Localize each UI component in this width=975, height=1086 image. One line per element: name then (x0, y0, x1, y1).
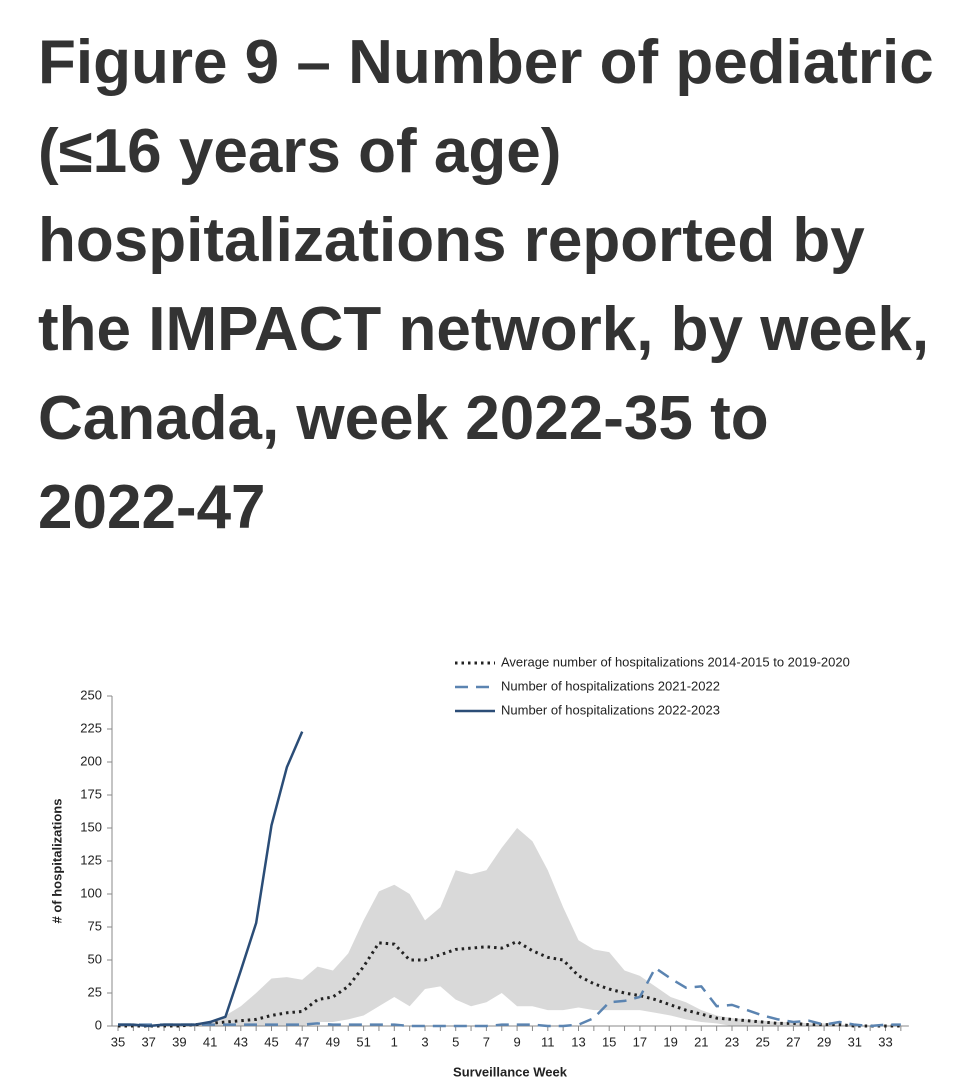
y-tick-label: 0 (95, 1017, 102, 1032)
series-line (118, 940, 901, 1028)
chart-title: Figure 9 – Number of pediatric (≤16 year… (38, 28, 934, 542)
y-tick-label: 200 (80, 753, 102, 768)
x-tick-label: 19 (663, 1034, 677, 1049)
x-tick-label: 11 (541, 1034, 555, 1049)
x-tick-label: 15 (602, 1034, 616, 1049)
y-tick-label: 50 (88, 951, 102, 966)
y-tick-label: 25 (88, 984, 102, 999)
y-tick-label: 100 (80, 885, 102, 900)
x-tick-label: 9 (513, 1034, 520, 1049)
y-tick-label: 175 (80, 786, 102, 801)
y-tick-label: 250 (80, 687, 102, 702)
x-tick-label: 17 (633, 1034, 647, 1049)
legend-label: Number of hospitalizations 2022-2023 (501, 702, 720, 717)
legend-label: Number of hospitalizations 2021-2022 (501, 678, 720, 693)
x-tick-label: 31 (848, 1034, 862, 1049)
x-tick-label: 21 (694, 1034, 708, 1049)
x-tick-label: 23 (725, 1034, 739, 1049)
x-tick-label: 25 (755, 1034, 769, 1049)
x-tick-label: 39 (172, 1034, 186, 1049)
y-axis-label: # of hospitalizations (49, 799, 64, 924)
y-tick-label: 125 (80, 852, 102, 867)
range-band (118, 828, 901, 1026)
y-tick-label: 75 (88, 918, 102, 933)
y-tick-label: 225 (80, 720, 102, 735)
x-tick-label: 7 (483, 1034, 490, 1049)
x-tick-label: 41 (203, 1034, 217, 1049)
x-tick-label: 35 (111, 1034, 125, 1049)
x-tick-label: 37 (141, 1034, 155, 1049)
x-tick-label: 51 (356, 1034, 370, 1049)
x-tick-label: 43 (234, 1034, 248, 1049)
series-line (118, 966, 901, 1028)
x-tick-label: 45 (264, 1034, 278, 1049)
series-line (118, 731, 304, 1028)
x-tick-label: 5 (452, 1034, 459, 1049)
x-tick-label: 3 (421, 1034, 428, 1049)
x-tick-label: 1 (391, 1034, 398, 1049)
y-tick-label: 150 (80, 819, 102, 834)
x-tick-label: 27 (786, 1034, 800, 1049)
x-axis-label: Surveillance Week (453, 1064, 568, 1079)
x-tick-label: 47 (295, 1034, 309, 1049)
x-tick-label: 13 (571, 1034, 585, 1049)
x-tick-label: 29 (817, 1034, 831, 1049)
x-tick-label: 33 (878, 1034, 892, 1049)
x-tick-label: 49 (326, 1034, 340, 1049)
legend-label: Average number of hospitalizations 2014-… (501, 654, 850, 669)
